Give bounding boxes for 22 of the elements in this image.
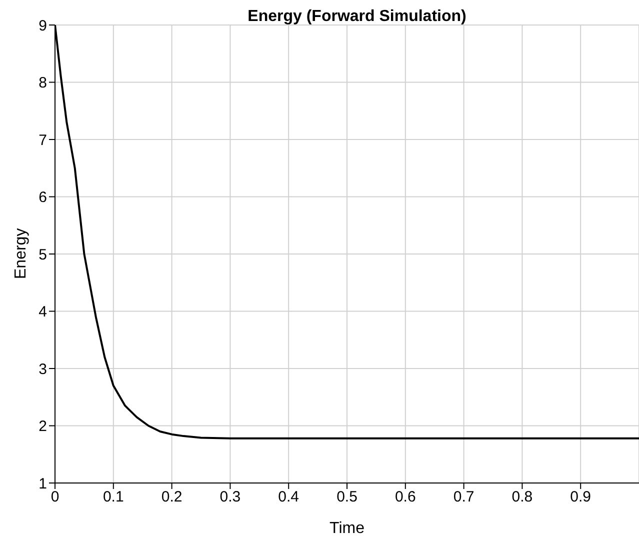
x-axis-title: Time	[330, 520, 365, 537]
y-tick-label: 4	[38, 304, 47, 321]
x-tick-label: 0	[50, 488, 60, 506]
x-tick-label: 0.3	[220, 488, 241, 506]
y-axis-title: Energy	[12, 228, 30, 279]
y-tick-label: 7	[38, 132, 47, 149]
x-tick-label: 0.5	[336, 488, 358, 506]
y-tick-label: 2	[38, 418, 47, 436]
y-tick-label: 1	[38, 475, 47, 492]
x-tick-label: 0.9	[570, 488, 592, 506]
chart-title: Energy (Forward Simulation)	[246, 8, 468, 26]
y-tick-label: 8	[38, 74, 47, 92]
y-tick-label: 5	[38, 246, 47, 264]
y-tick-label: 3	[38, 360, 47, 378]
y-tick-label: 6	[38, 189, 47, 206]
x-tick-label: 0.7	[453, 488, 474, 506]
x-tick-label: 0.8	[512, 488, 533, 506]
x-tick-label: 0.1	[102, 488, 124, 506]
x-tick-label: 0.4	[278, 488, 300, 506]
x-tick-label: 0.6	[394, 488, 416, 506]
y-tick-label: 9	[38, 17, 47, 34]
x-tick-label: 0.2	[161, 488, 182, 506]
